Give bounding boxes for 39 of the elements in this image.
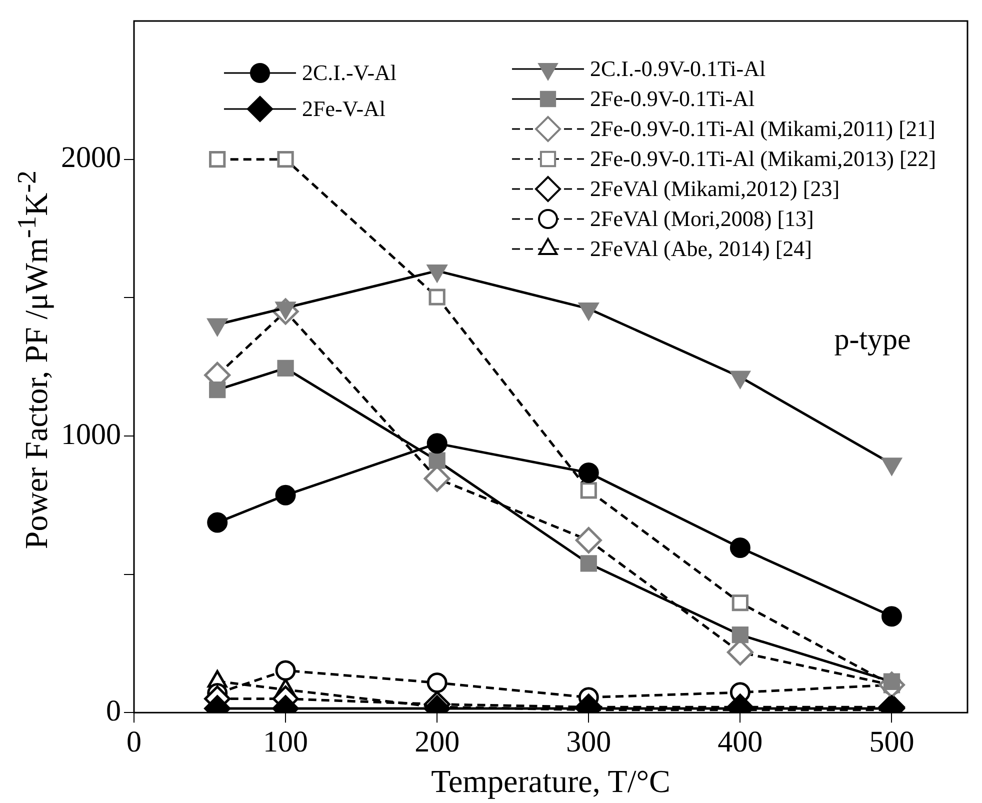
point xyxy=(580,482,597,499)
x-tick-label: 0 xyxy=(126,725,142,758)
point xyxy=(732,626,749,644)
x-tick-label: 300 xyxy=(566,725,612,758)
legend-label: 2Fe-0.9V-0.1Ti-Al xyxy=(590,86,755,111)
x-tick-label: 400 xyxy=(718,725,763,758)
point xyxy=(426,433,448,454)
point xyxy=(275,660,296,681)
legend-label: 2C.I.-0.9V-0.1Ti-Al xyxy=(590,56,766,81)
legend-label: 2C.I.-V-Al xyxy=(302,60,397,85)
point xyxy=(580,555,597,572)
point xyxy=(207,512,228,533)
annotation: p-type xyxy=(834,322,911,356)
legend-label: 2Fe-0.9V-0.1Ti-Al (Mikami,2013) [22] xyxy=(590,146,936,171)
legend-label: 2Fe-0.9V-0.1Ti-Al (Mikami,2011) [21] xyxy=(590,116,936,141)
legend-label: 2FeVAl (Mori,2008) [13] xyxy=(590,206,814,231)
point xyxy=(732,594,749,612)
point xyxy=(426,672,448,693)
x-tick-label: 100 xyxy=(263,725,308,758)
point xyxy=(730,537,750,558)
legend-label: 2FeVAl (Mikami,2012) [23] xyxy=(590,176,840,201)
x-axis-title: Temperature, T/°C xyxy=(431,763,670,800)
legend-label: 2FeVAl (Abe, 2014) [24] xyxy=(590,236,812,261)
point xyxy=(881,606,902,627)
point xyxy=(578,462,599,484)
x-tick-label: 500 xyxy=(869,725,914,758)
point xyxy=(209,381,226,398)
point xyxy=(277,360,294,377)
legend-label: 2Fe-V-Al xyxy=(302,96,386,121)
point xyxy=(275,484,296,506)
x-tick-label: 200 xyxy=(414,725,460,758)
point xyxy=(428,288,446,306)
point xyxy=(428,452,446,469)
point xyxy=(277,151,294,168)
y-tick-label: 1000 xyxy=(61,418,121,451)
point xyxy=(209,151,226,168)
y-tick-label: 0 xyxy=(106,694,121,728)
y-tick-label: 2000 xyxy=(61,141,121,174)
point xyxy=(575,527,602,554)
